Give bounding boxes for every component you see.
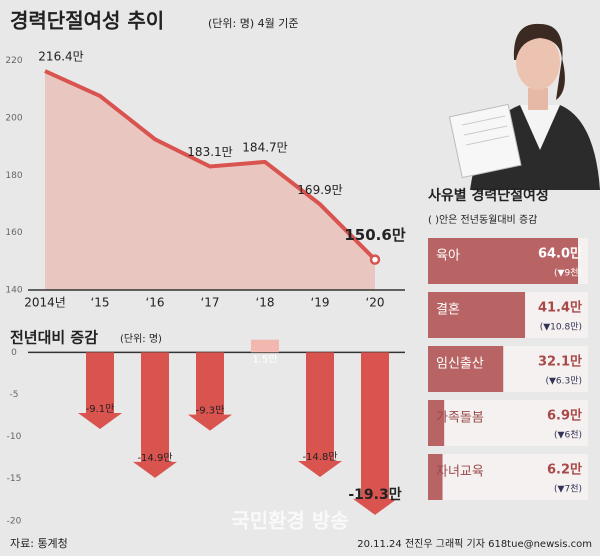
- credit: 20.11.24 전진우 그래픽 기자 618tue@newsis.com: [357, 538, 592, 550]
- y-tick-label: -5: [10, 390, 19, 400]
- value-label: 150.6만: [344, 226, 405, 244]
- chart-title: 사유별 경력단절여성: [428, 187, 549, 204]
- row-background: [428, 400, 588, 446]
- value-label: 184.7만: [242, 140, 287, 154]
- y-tick-label: 200: [5, 114, 22, 124]
- bar: [428, 238, 578, 284]
- chart-title: 경력단절여성 추이: [10, 9, 164, 33]
- arrow-bar: [298, 352, 342, 477]
- y-tick-label: 220: [5, 56, 22, 66]
- value-label: -14.8만: [302, 451, 337, 463]
- value-label: 64.0만: [538, 246, 582, 262]
- x-tick-label: 2014년: [24, 296, 66, 310]
- bar: [428, 400, 445, 446]
- watermark: 국민환경 방송: [231, 509, 348, 533]
- row-background: [428, 454, 588, 500]
- arrow-bar: [78, 352, 122, 429]
- y-tick-label: -20: [7, 516, 22, 526]
- arrow-bar: [188, 352, 232, 431]
- category-label: 임신출산: [436, 357, 484, 372]
- bar: [428, 454, 443, 500]
- chart-title: 전년대비 증감: [10, 329, 98, 347]
- value-label: 1.5만: [252, 354, 277, 366]
- y-tick-label: -10: [7, 432, 22, 442]
- value-label: 32.1만: [538, 354, 582, 370]
- category-label: 결혼: [436, 303, 460, 318]
- y-tick-label: 180: [5, 171, 22, 181]
- y-tick-label: 160: [5, 228, 22, 238]
- change-label: (▼7천): [554, 484, 582, 495]
- value-label: 183.1만: [187, 145, 232, 159]
- change-label: (▼6천): [554, 430, 582, 441]
- category-label: 자녀교육: [436, 465, 484, 480]
- x-tick-label: ‘16: [145, 296, 164, 310]
- change-label: (▼9천): [554, 268, 582, 279]
- source: 자료: 통계청: [10, 537, 68, 550]
- value-label: -9.1만: [86, 403, 115, 415]
- arrow-bar: [133, 352, 177, 478]
- chart-subtitle: (단위: 명) 4월 기준: [208, 17, 299, 30]
- change-label: (▼10.8만): [540, 322, 582, 333]
- value-label: -14.9만: [137, 452, 172, 464]
- change-label: (▼6.3만): [545, 376, 582, 387]
- line: [44, 69, 377, 262]
- value-label: 169.9만: [297, 183, 342, 197]
- value-label: -9.3만: [196, 405, 225, 417]
- x-tick-label: ‘17: [200, 296, 219, 310]
- bar: [428, 292, 526, 338]
- y-tick-label: -15: [7, 474, 22, 484]
- value-label: 41.4만: [538, 300, 582, 316]
- end-point: [369, 254, 381, 265]
- y-tick-label: 140: [5, 286, 22, 296]
- x-tick-label: ‘20: [365, 296, 384, 310]
- category-label: 가족돌봄: [436, 411, 484, 426]
- value-label: 6.2만: [547, 462, 582, 478]
- arrow-bar: [353, 352, 397, 515]
- category-label: 육아: [436, 249, 460, 264]
- chart-subtitle: ( )안은 전년동월대비 증감: [428, 214, 537, 226]
- area: [45, 71, 375, 290]
- x-tick-label: ‘15: [90, 296, 109, 310]
- chart-subtitle: (단위: 명): [120, 332, 162, 345]
- value-label: 6.9만: [547, 408, 582, 424]
- bar: [428, 346, 504, 392]
- y-tick-label: 0: [11, 348, 17, 358]
- value-label: 216.4만: [38, 50, 83, 64]
- value-label: -19.3만: [348, 487, 401, 503]
- x-tick-label: ‘18: [255, 296, 274, 310]
- x-tick-label: ‘19: [310, 296, 329, 310]
- illustration: [448, 23, 600, 190]
- bar: [251, 339, 279, 353]
